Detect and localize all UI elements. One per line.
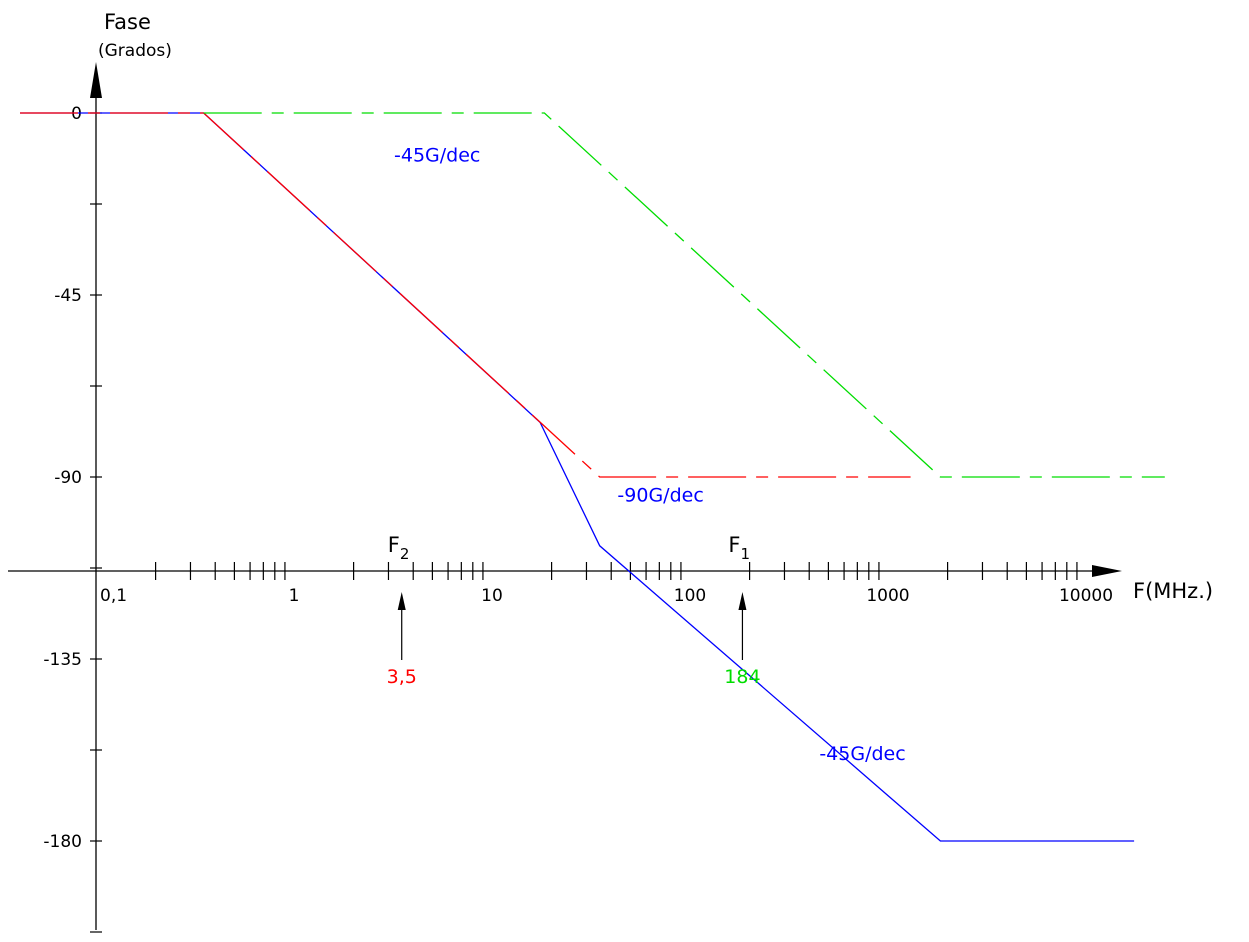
marker-name-subscript: 1 [741, 545, 751, 563]
marker-name-base: F [728, 533, 740, 557]
slope-annotations: -45G/dec -90G/dec -45G/dec [394, 145, 906, 766]
series-line-2 [20, 112, 911, 478]
marker-name-base: F [388, 533, 400, 557]
y-axis-subtitle: (Grados) [98, 41, 172, 61]
marker-arrowhead [738, 592, 747, 610]
x-axis-arrow [1092, 565, 1122, 577]
marker-name-label: F2 [388, 533, 410, 563]
series-line-3 [203, 112, 1165, 478]
series-line-1 [20, 112, 1135, 842]
marker-name-label: F1 [728, 533, 750, 563]
y-tick-label: -45 [54, 286, 82, 306]
x-tick-label: 10000 [1059, 586, 1113, 606]
x-axis-title: F(MHz.) [1133, 579, 1213, 603]
slope-annotation: -45G/dec [819, 743, 905, 765]
slope-annotation: -90G/dec [617, 484, 703, 506]
y-ticks: 0 -45 -90 -135 -180 [43, 104, 102, 933]
marker-value-label: 184 [724, 666, 760, 688]
marker-arrowhead [397, 592, 406, 610]
y-tick-label: 0 [71, 104, 82, 124]
y-tick-label: -90 [54, 468, 82, 488]
y-axis-arrow [90, 62, 102, 98]
y-tick-label: -135 [43, 650, 82, 670]
x-tick-label: 0,1 [100, 586, 127, 606]
series-lines [20, 112, 1165, 842]
slope-annotation: -45G/dec [394, 145, 480, 167]
y-tick-label: -180 [43, 832, 82, 852]
x-ticks: 0,1 1 10 100 1000 10000 [100, 562, 1113, 606]
x-tick-label: 1000 [866, 586, 909, 606]
x-tick-label: 100 [674, 586, 706, 606]
y-axis-title: Fase [104, 10, 151, 34]
marker-value-label: 3,5 [387, 666, 417, 688]
axes: Fase (Grados) F(MHz.) [8, 10, 1213, 930]
x-tick-label: 10 [481, 586, 503, 606]
x-tick-label: 1 [289, 586, 300, 606]
marker-name-subscript: 2 [400, 545, 410, 563]
